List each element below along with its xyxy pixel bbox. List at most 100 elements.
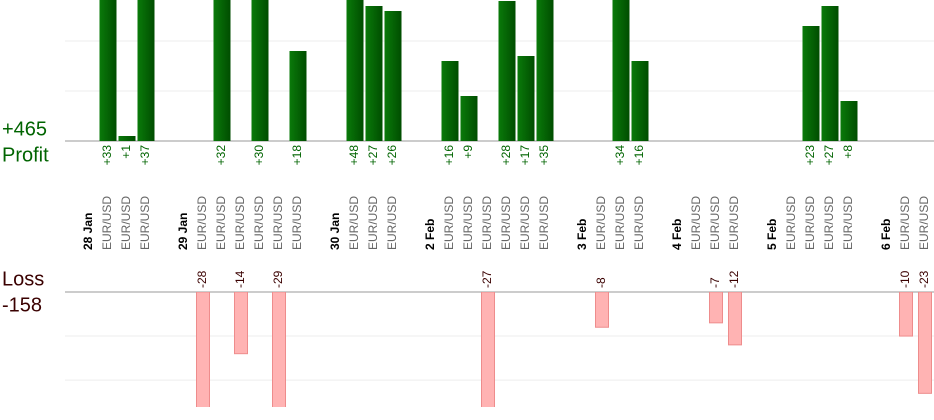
profit-bar bbox=[289, 51, 307, 141]
profit-bar bbox=[536, 0, 554, 141]
profit-value-label: +17 bbox=[518, 145, 532, 166]
profit-bar bbox=[384, 11, 402, 141]
symbol-label: EUR/USD bbox=[499, 196, 513, 250]
profit-value-label: +34 bbox=[613, 145, 627, 166]
date-label: 4 Feb bbox=[670, 219, 684, 250]
loss-bar bbox=[272, 292, 286, 407]
date-label: 5 Feb bbox=[765, 219, 779, 250]
symbol-label: EUR/USD bbox=[480, 196, 494, 250]
profit-value-label: +48 bbox=[347, 145, 361, 166]
symbol-label: EUR/USD bbox=[119, 196, 133, 250]
date-label: 30 Jan bbox=[328, 213, 342, 250]
profit-bar bbox=[821, 6, 839, 141]
symbol-label: EUR/USD bbox=[917, 196, 931, 250]
profit-value-label: +9 bbox=[461, 145, 475, 159]
profit-bar bbox=[517, 56, 535, 141]
loss-bar bbox=[728, 292, 742, 346]
profit-bar bbox=[840, 101, 858, 141]
loss-bars bbox=[196, 292, 932, 407]
profit-value-label: +28 bbox=[499, 145, 513, 166]
loss-bar bbox=[899, 292, 913, 337]
loss-bar bbox=[918, 292, 932, 394]
symbol-label: EUR/USD bbox=[708, 196, 722, 250]
symbol-label: EUR/USD bbox=[100, 196, 114, 250]
profit-bar bbox=[365, 6, 383, 141]
profit-value-label: +32 bbox=[214, 145, 228, 166]
profit-value-label: +27 bbox=[822, 145, 836, 166]
loss-bar bbox=[234, 292, 248, 355]
profit-bar bbox=[213, 0, 231, 141]
symbol-label: EUR/USD bbox=[233, 196, 247, 250]
profit-value-label: +33 bbox=[100, 145, 114, 166]
profit-label: Profit bbox=[2, 144, 49, 166]
loss-value-label: -7 bbox=[708, 277, 722, 288]
profit-value-label: +37 bbox=[138, 145, 152, 166]
symbol-label: EUR/USD bbox=[271, 196, 285, 250]
profit-value-label: +27 bbox=[366, 145, 380, 166]
profit-value-label: +23 bbox=[803, 145, 817, 166]
loss-value-label: -14 bbox=[233, 270, 247, 288]
symbol-label: EUR/USD bbox=[841, 196, 855, 250]
profit-value-label: +18 bbox=[290, 145, 304, 166]
symbol-label: EUR/USD bbox=[727, 196, 741, 250]
loss-bar bbox=[196, 292, 210, 407]
symbol-label: EUR/USD bbox=[252, 196, 266, 250]
symbol-label: EUR/USD bbox=[518, 196, 532, 250]
loss-value-label: -10 bbox=[898, 270, 912, 288]
profit-value-label: +30 bbox=[252, 145, 266, 166]
profit-total: +465 bbox=[2, 118, 47, 140]
symbol-label: EUR/USD bbox=[461, 196, 475, 250]
loss-bar bbox=[481, 292, 495, 407]
profit-bar bbox=[251, 0, 269, 141]
symbol-label: EUR/USD bbox=[290, 196, 304, 250]
profit-bar bbox=[99, 0, 117, 141]
symbol-label: EUR/USD bbox=[366, 196, 380, 250]
profit-value-label: +1 bbox=[119, 145, 133, 159]
date-label: 28 Jan bbox=[81, 213, 95, 250]
profit-bar bbox=[137, 0, 155, 141]
loss-value-label: -28 bbox=[195, 270, 209, 288]
loss-value-label: -8 bbox=[594, 277, 608, 288]
profit-bar bbox=[118, 136, 136, 141]
loss-total: -158 bbox=[2, 294, 42, 316]
symbol-label: EUR/USD bbox=[784, 196, 798, 250]
profit-value-label: +35 bbox=[537, 145, 551, 166]
profit-bar bbox=[612, 0, 630, 141]
symbol-label: EUR/USD bbox=[613, 196, 627, 250]
profit-bar bbox=[346, 0, 364, 141]
date-label: 2 Feb bbox=[423, 219, 437, 250]
profit-value-label: +26 bbox=[385, 145, 399, 166]
symbol-label: EUR/USD bbox=[138, 196, 152, 250]
profit-value-label: +16 bbox=[442, 145, 456, 166]
symbol-label: EUR/USD bbox=[898, 196, 912, 250]
loss-value-label: -12 bbox=[727, 270, 741, 288]
symbol-label: EUR/USD bbox=[385, 196, 399, 250]
profit-value-label: +8 bbox=[841, 145, 855, 159]
symbol-label: EUR/USD bbox=[195, 196, 209, 250]
profit-bar bbox=[802, 26, 820, 141]
loss-bar bbox=[595, 292, 609, 328]
loss-value-label: -27 bbox=[480, 270, 494, 288]
symbol-label: EUR/USD bbox=[689, 196, 703, 250]
loss-value-label: -23 bbox=[917, 270, 931, 288]
symbol-label: EUR/USD bbox=[442, 196, 456, 250]
profit-bar bbox=[631, 61, 649, 141]
loss-bar bbox=[709, 292, 723, 324]
profit-value-label: +16 bbox=[632, 145, 646, 166]
symbol-label: EUR/USD bbox=[537, 196, 551, 250]
symbol-label: EUR/USD bbox=[214, 196, 228, 250]
date-label: 3 Feb bbox=[575, 219, 589, 250]
profit-bar bbox=[441, 61, 459, 141]
symbol-label: EUR/USD bbox=[803, 196, 817, 250]
date-label: 6 Feb bbox=[879, 219, 893, 250]
symbol-label: EUR/USD bbox=[632, 196, 646, 250]
loss-value-label: -29 bbox=[271, 270, 285, 288]
profit-bar bbox=[460, 96, 478, 141]
profit-bar bbox=[498, 1, 516, 141]
loss-label: Loss bbox=[2, 268, 44, 290]
symbol-label: EUR/USD bbox=[594, 196, 608, 250]
symbol-label: EUR/USD bbox=[822, 196, 836, 250]
symbol-label: EUR/USD bbox=[347, 196, 361, 250]
date-label: 29 Jan bbox=[176, 213, 190, 250]
